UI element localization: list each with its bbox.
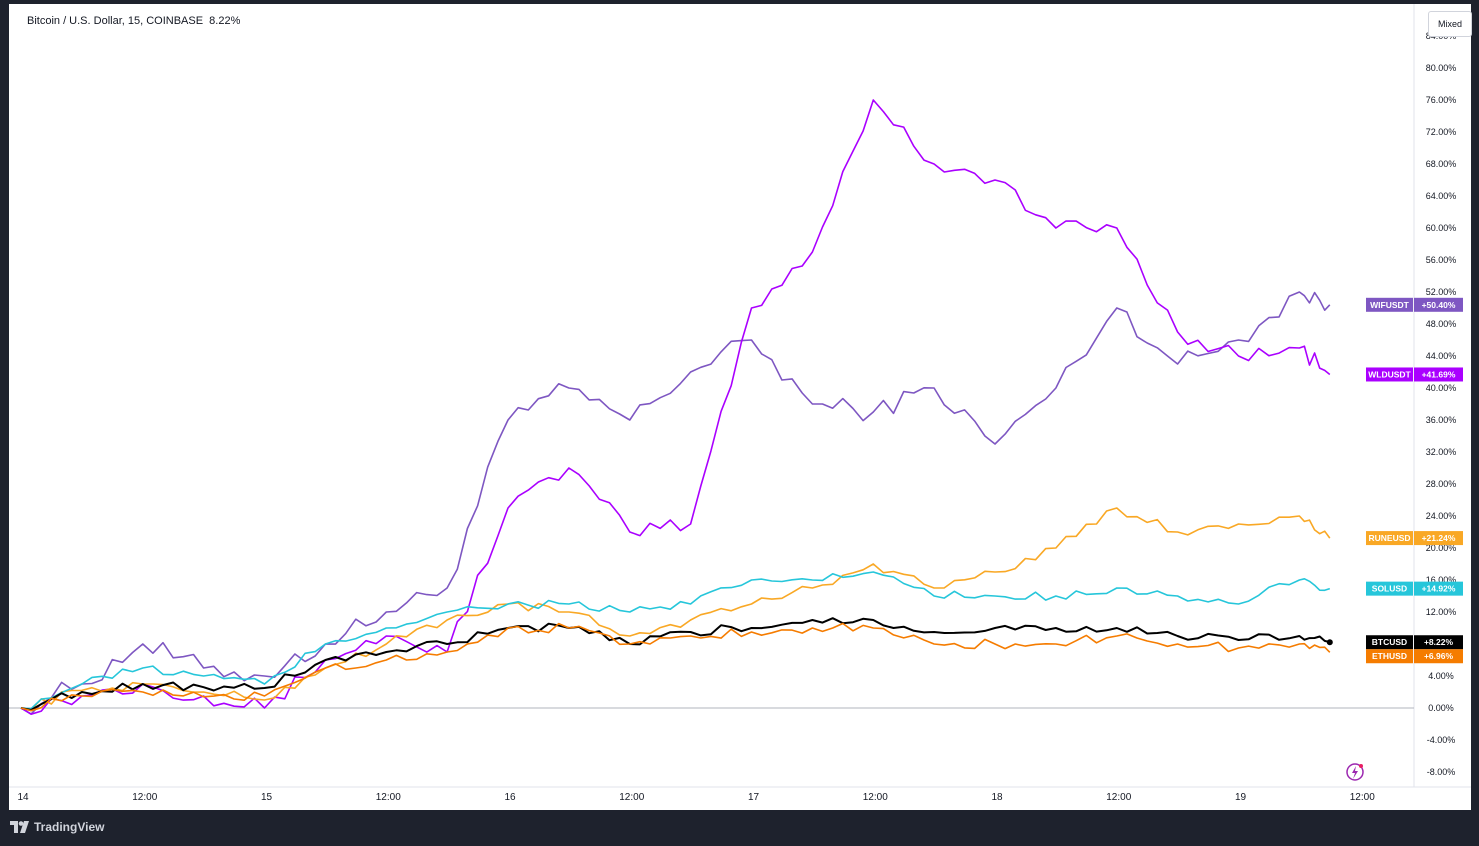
- series-line-wifusdt[interactable]: [20, 291, 1331, 715]
- x-tick-label: 15: [261, 792, 273, 803]
- y-tick-label: 40.00%: [1426, 383, 1457, 393]
- x-tick-label: 17: [748, 792, 760, 803]
- x-tick-label: 19: [1235, 792, 1247, 803]
- series-tag-name: ETHUSD: [1372, 651, 1407, 661]
- y-tick-label: 72.00%: [1426, 127, 1457, 137]
- series-tag-value: +50.40%: [1422, 300, 1456, 310]
- y-tick-label: 4.00%: [1428, 671, 1454, 681]
- y-tick-label: 76.00%: [1426, 95, 1457, 105]
- y-tick-label: 48.00%: [1426, 319, 1457, 329]
- series-line-runeusd[interactable]: [20, 507, 1331, 711]
- y-tick-label: 12.00%: [1426, 607, 1457, 617]
- x-tick-label: 12:00: [132, 792, 157, 803]
- series-line-ethusd[interactable]: [20, 622, 1331, 712]
- y-tick-label: 36.00%: [1426, 415, 1457, 425]
- y-tick-label: 52.00%: [1426, 287, 1457, 297]
- x-tick-label: 12:00: [1106, 792, 1131, 803]
- y-tick-label: 64.00%: [1426, 191, 1457, 201]
- x-tick-label: 18: [991, 792, 1003, 803]
- series-line-wldusdt[interactable]: [20, 99, 1331, 715]
- series-tag-name: WLDUSDT: [1368, 369, 1411, 379]
- series-tag-value: +41.69%: [1422, 369, 1456, 379]
- y-tick-label: 32.00%: [1426, 447, 1457, 457]
- y-tick-label: 80.00%: [1426, 63, 1457, 73]
- y-tick-label: 24.00%: [1426, 511, 1457, 521]
- x-tick-label: 12:00: [619, 792, 644, 803]
- series-line-btcusd[interactable]: [20, 617, 1331, 711]
- series-tag-value: +21.24%: [1422, 533, 1456, 543]
- series-tag-value: +6.96%: [1424, 651, 1454, 661]
- x-tick-label: 12:00: [376, 792, 401, 803]
- symbol-title: Bitcoin / U.S. Dollar, 15, COINBASE 8.22…: [27, 15, 241, 27]
- series-tag-value: +14.92%: [1422, 584, 1456, 594]
- y-tick-label: 20.00%: [1426, 543, 1457, 553]
- x-tick-label: 12:00: [863, 792, 888, 803]
- series-tag-solusd[interactable]: SOLUSD +14.92%: [1366, 581, 1463, 596]
- y-tick-label: 0.00%: [1428, 703, 1454, 713]
- series-tag-wifusdt[interactable]: WIFUSDT +50.40%: [1366, 297, 1463, 312]
- x-tick-label: 16: [504, 792, 516, 803]
- y-tick-label: 56.00%: [1426, 255, 1457, 265]
- series-tag-name: SOLUSD: [1372, 584, 1407, 594]
- y-tick-label: -8.00%: [1427, 767, 1456, 777]
- y-tick-label: 28.00%: [1426, 479, 1457, 489]
- y-tick-label: 68.00%: [1426, 159, 1457, 169]
- series-tag-runeusd[interactable]: RUNEUSD +21.24%: [1366, 531, 1463, 546]
- brand-name: TradingView: [34, 820, 105, 834]
- series-tag-btcusd[interactable]: BTCUSD +8.22%: [1366, 635, 1463, 650]
- series-tag-name: BTCUSD: [1372, 637, 1407, 647]
- series-tag-value: +8.22%: [1424, 637, 1454, 647]
- x-tick-label: 12:00: [1350, 792, 1375, 803]
- chart-frame: 84.00%80.00%76.00%72.00%68.00%64.00%60.0…: [9, 4, 1472, 810]
- scale-mode-button[interactable]: Mixed: [1428, 11, 1472, 37]
- y-tick-label: 44.00%: [1426, 351, 1457, 361]
- btc-last-point: [1326, 639, 1333, 646]
- event-marker-icon[interactable]: [1346, 763, 1364, 781]
- chart-plot[interactable]: 84.00%80.00%76.00%72.00%68.00%64.00%60.0…: [9, 4, 1471, 810]
- series-tag-wldusdt[interactable]: WLDUSDT +41.69%: [1366, 367, 1463, 382]
- series-tag-name: WIFUSDT: [1370, 300, 1410, 310]
- y-tick-label: 16.00%: [1426, 575, 1457, 585]
- series-tag-name: RUNEUSD: [1368, 533, 1410, 543]
- series-tag-ethusd[interactable]: ETHUSD +6.96%: [1366, 649, 1463, 664]
- x-tick-label: 14: [17, 792, 29, 803]
- y-tick-label: 60.00%: [1426, 223, 1457, 233]
- series-line-solusd[interactable]: [20, 571, 1331, 710]
- tradingview-logo-icon: [10, 821, 29, 833]
- y-tick-label: -4.00%: [1427, 735, 1456, 745]
- tradingview-logo[interactable]: TradingView: [10, 820, 104, 834]
